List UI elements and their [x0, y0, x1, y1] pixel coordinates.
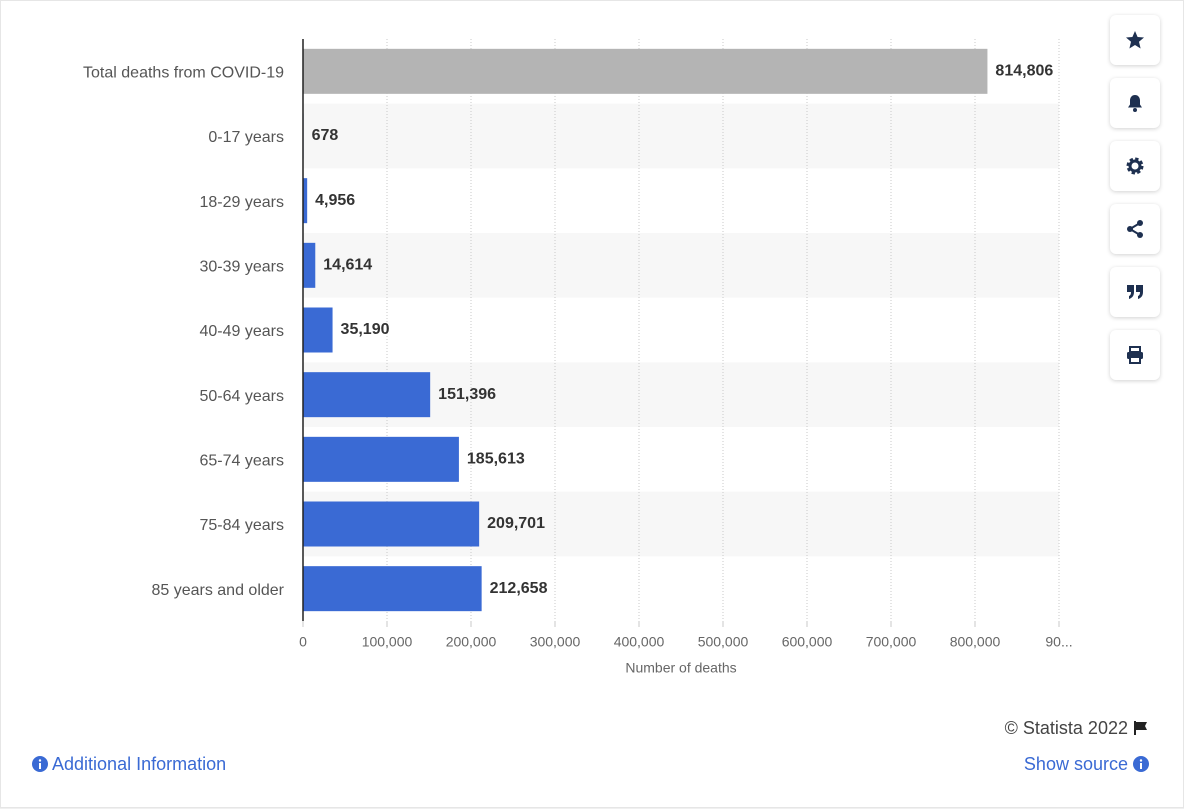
favorite-button[interactable]: [1110, 15, 1160, 65]
share-button[interactable]: [1110, 204, 1160, 254]
x-tick-label: 800,000: [950, 634, 1001, 650]
bar: [303, 242, 316, 288]
value-label: 814,806: [995, 63, 1053, 80]
bar: [303, 372, 431, 418]
value-label: 678: [312, 127, 339, 144]
y-tick-label: 85 years and older: [151, 582, 284, 599]
y-tick-label: 65-74 years: [200, 453, 285, 470]
x-tick-label: 700,000: [866, 634, 917, 650]
y-tick-label: 50-64 years: [200, 388, 285, 405]
value-label: 4,956: [315, 192, 355, 209]
copyright-text: © Statista 2022: [1004, 718, 1128, 738]
value-label: 185,613: [467, 451, 525, 468]
bar: [303, 566, 482, 612]
y-tick-label: 30-39 years: [200, 259, 285, 276]
show-source-link[interactable]: Show source: [1024, 754, 1149, 775]
row-stripe: [303, 233, 1059, 298]
y-tick-label: Total deaths from COVID-19: [83, 65, 284, 82]
x-tick-label: 500,000: [698, 634, 749, 650]
x-tick-label: 600,000: [782, 634, 833, 650]
additional-info-text: Additional Information: [52, 754, 227, 774]
bar: [303, 178, 308, 224]
x-tick-label: 0: [299, 634, 307, 650]
y-tick-label: 18-29 years: [200, 194, 285, 211]
x-tick-label: 200,000: [446, 634, 497, 650]
value-label: 151,396: [438, 386, 496, 403]
additional-info-link[interactable]: Additional Information: [32, 754, 226, 775]
x-tick-label: 90...: [1045, 634, 1072, 650]
settings-button[interactable]: [1110, 141, 1160, 191]
y-tick-label: 0-17 years: [208, 129, 284, 146]
x-tick-label: 300,000: [530, 634, 581, 650]
copyright: © Statista 2022: [1005, 718, 1149, 739]
y-tick-label: 75-84 years: [200, 517, 285, 534]
bar: [303, 307, 333, 353]
bar: [303, 501, 480, 547]
bar: [303, 436, 459, 482]
bar: [303, 48, 988, 94]
row-stripe: [303, 103, 1059, 169]
show-source-text: Show source: [1023, 754, 1128, 774]
y-tick-label: 40-49 years: [200, 323, 285, 340]
value-label: 209,701: [487, 515, 545, 532]
cite-button[interactable]: [1110, 267, 1160, 317]
value-label: 14,614: [323, 257, 372, 274]
alert-button[interactable]: [1110, 78, 1160, 128]
chart: Number of deaths 0 100,000 200,000 300,000 4…: [83, 39, 1073, 676]
x-axis-title: Number of deaths: [625, 660, 736, 676]
x-tick-label: 400,000: [614, 634, 665, 650]
value-label: 212,658: [490, 580, 548, 597]
print-button[interactable]: [1110, 330, 1160, 380]
value-label: 35,190: [341, 321, 390, 338]
x-tick-label: 100,000: [362, 634, 413, 650]
